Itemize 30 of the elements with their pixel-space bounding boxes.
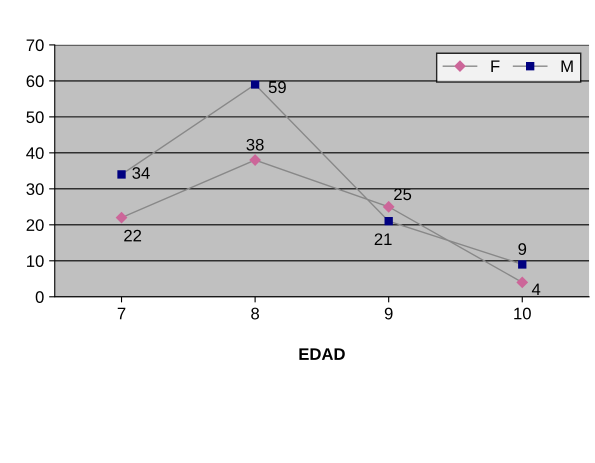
data-label: 21 [374,233,392,245]
x-tick-label: 9 [384,308,393,320]
data-label: 4 [532,284,540,296]
y-tick-label: 50 [26,111,44,124]
point [518,260,526,269]
x-axis-title: EDAD [299,348,345,360]
legend-label: F [491,60,500,72]
data-label: 59 [268,81,286,94]
point [250,80,260,89]
y-tick-label: 70 [26,39,44,52]
y-tick-label: 60 [26,75,44,88]
x-tick-label: 8 [251,308,260,320]
point [250,154,261,166]
y-tick-label: 30 [26,183,44,196]
data-label: 34 [132,167,150,179]
point [384,217,393,226]
data-label: 38 [246,138,264,151]
y-tick-label: 0 [36,291,44,303]
y-tick-label: 20 [26,219,44,232]
data-label: 22 [124,230,142,242]
data-label: 9 [518,243,526,255]
x-tick-label: 7 [118,308,126,320]
point [116,212,128,224]
y-tick-label: 40 [26,147,44,160]
y-tick-label: 10 [27,255,44,268]
point [516,276,528,288]
legend-label: M [562,60,573,72]
x-tick-label: 10 [514,308,531,320]
point [383,201,394,212]
point [117,170,126,179]
